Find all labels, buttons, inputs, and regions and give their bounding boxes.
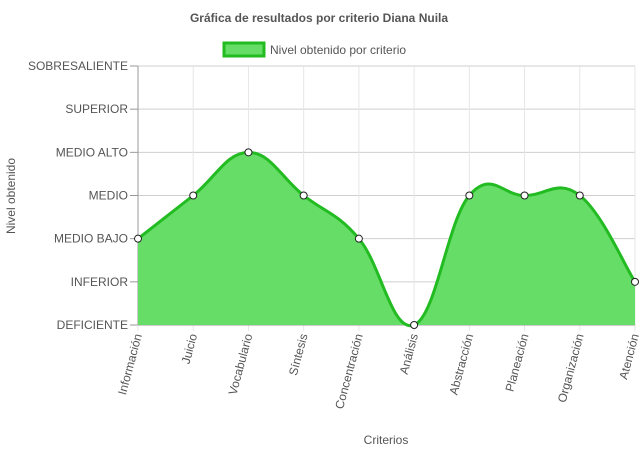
x-tick-label: Análisis bbox=[397, 332, 421, 376]
y-tick-label: MEDIO ALTO bbox=[56, 145, 128, 159]
data-point[interactable] bbox=[244, 148, 253, 157]
data-point[interactable] bbox=[465, 191, 474, 200]
y-tick-label: MEDIO BAJO bbox=[54, 232, 128, 246]
x-axis-label: Criterios bbox=[364, 433, 409, 447]
y-tick-label: INFERIOR bbox=[71, 275, 129, 289]
y-axis-label: Nivel obtenido bbox=[4, 158, 18, 234]
y-tick-label: DEFICIENTE bbox=[57, 318, 128, 332]
x-tick-label: Vocabulario bbox=[226, 332, 256, 397]
legend-label[interactable]: Nivel obtenido por criterio bbox=[270, 43, 406, 57]
data-point[interactable] bbox=[410, 321, 419, 329]
y-tick-label: SUPERIOR bbox=[65, 102, 128, 116]
x-tick-label: Información bbox=[115, 332, 145, 396]
legend[interactable]: Nivel obtenido por criterio bbox=[222, 41, 406, 58]
data-point[interactable] bbox=[299, 191, 308, 200]
data-point[interactable] bbox=[575, 191, 584, 200]
y-tick-label: MEDIO bbox=[89, 189, 128, 203]
x-axis-ticks: Información Juicio Vocabulario Síntesis Conc… bbox=[115, 332, 639, 411]
x-tick-label: Concentración bbox=[332, 332, 366, 410]
series-fill bbox=[138, 152, 635, 326]
series-line bbox=[137, 150, 637, 328]
legend-swatch[interactable] bbox=[222, 41, 266, 58]
data-point[interactable] bbox=[631, 277, 639, 286]
x-tick-label: Planeación bbox=[503, 332, 532, 393]
y-axis-ticks: DEFICIENTE INFERIOR MEDIO BAJO MEDIO MEDIO A… bbox=[28, 59, 128, 332]
data-point[interactable] bbox=[189, 191, 198, 200]
x-tick-label: Abstracción bbox=[446, 332, 476, 396]
y-tick-label: SOBRESALIENTE bbox=[28, 59, 128, 73]
series-area bbox=[137, 150, 637, 328]
data-point[interactable] bbox=[354, 234, 363, 243]
x-tick-label: Juicio bbox=[179, 332, 201, 366]
x-tick-label: Organización bbox=[555, 332, 587, 404]
data-points[interactable] bbox=[134, 148, 639, 329]
x-tick-label: Atención bbox=[616, 332, 639, 381]
x-tick-label: Síntesis bbox=[286, 332, 311, 377]
chart-title: Gráfica de resultados por criterio Diana… bbox=[190, 11, 448, 25]
data-point[interactable] bbox=[520, 191, 529, 200]
data-point[interactable] bbox=[134, 234, 142, 243]
